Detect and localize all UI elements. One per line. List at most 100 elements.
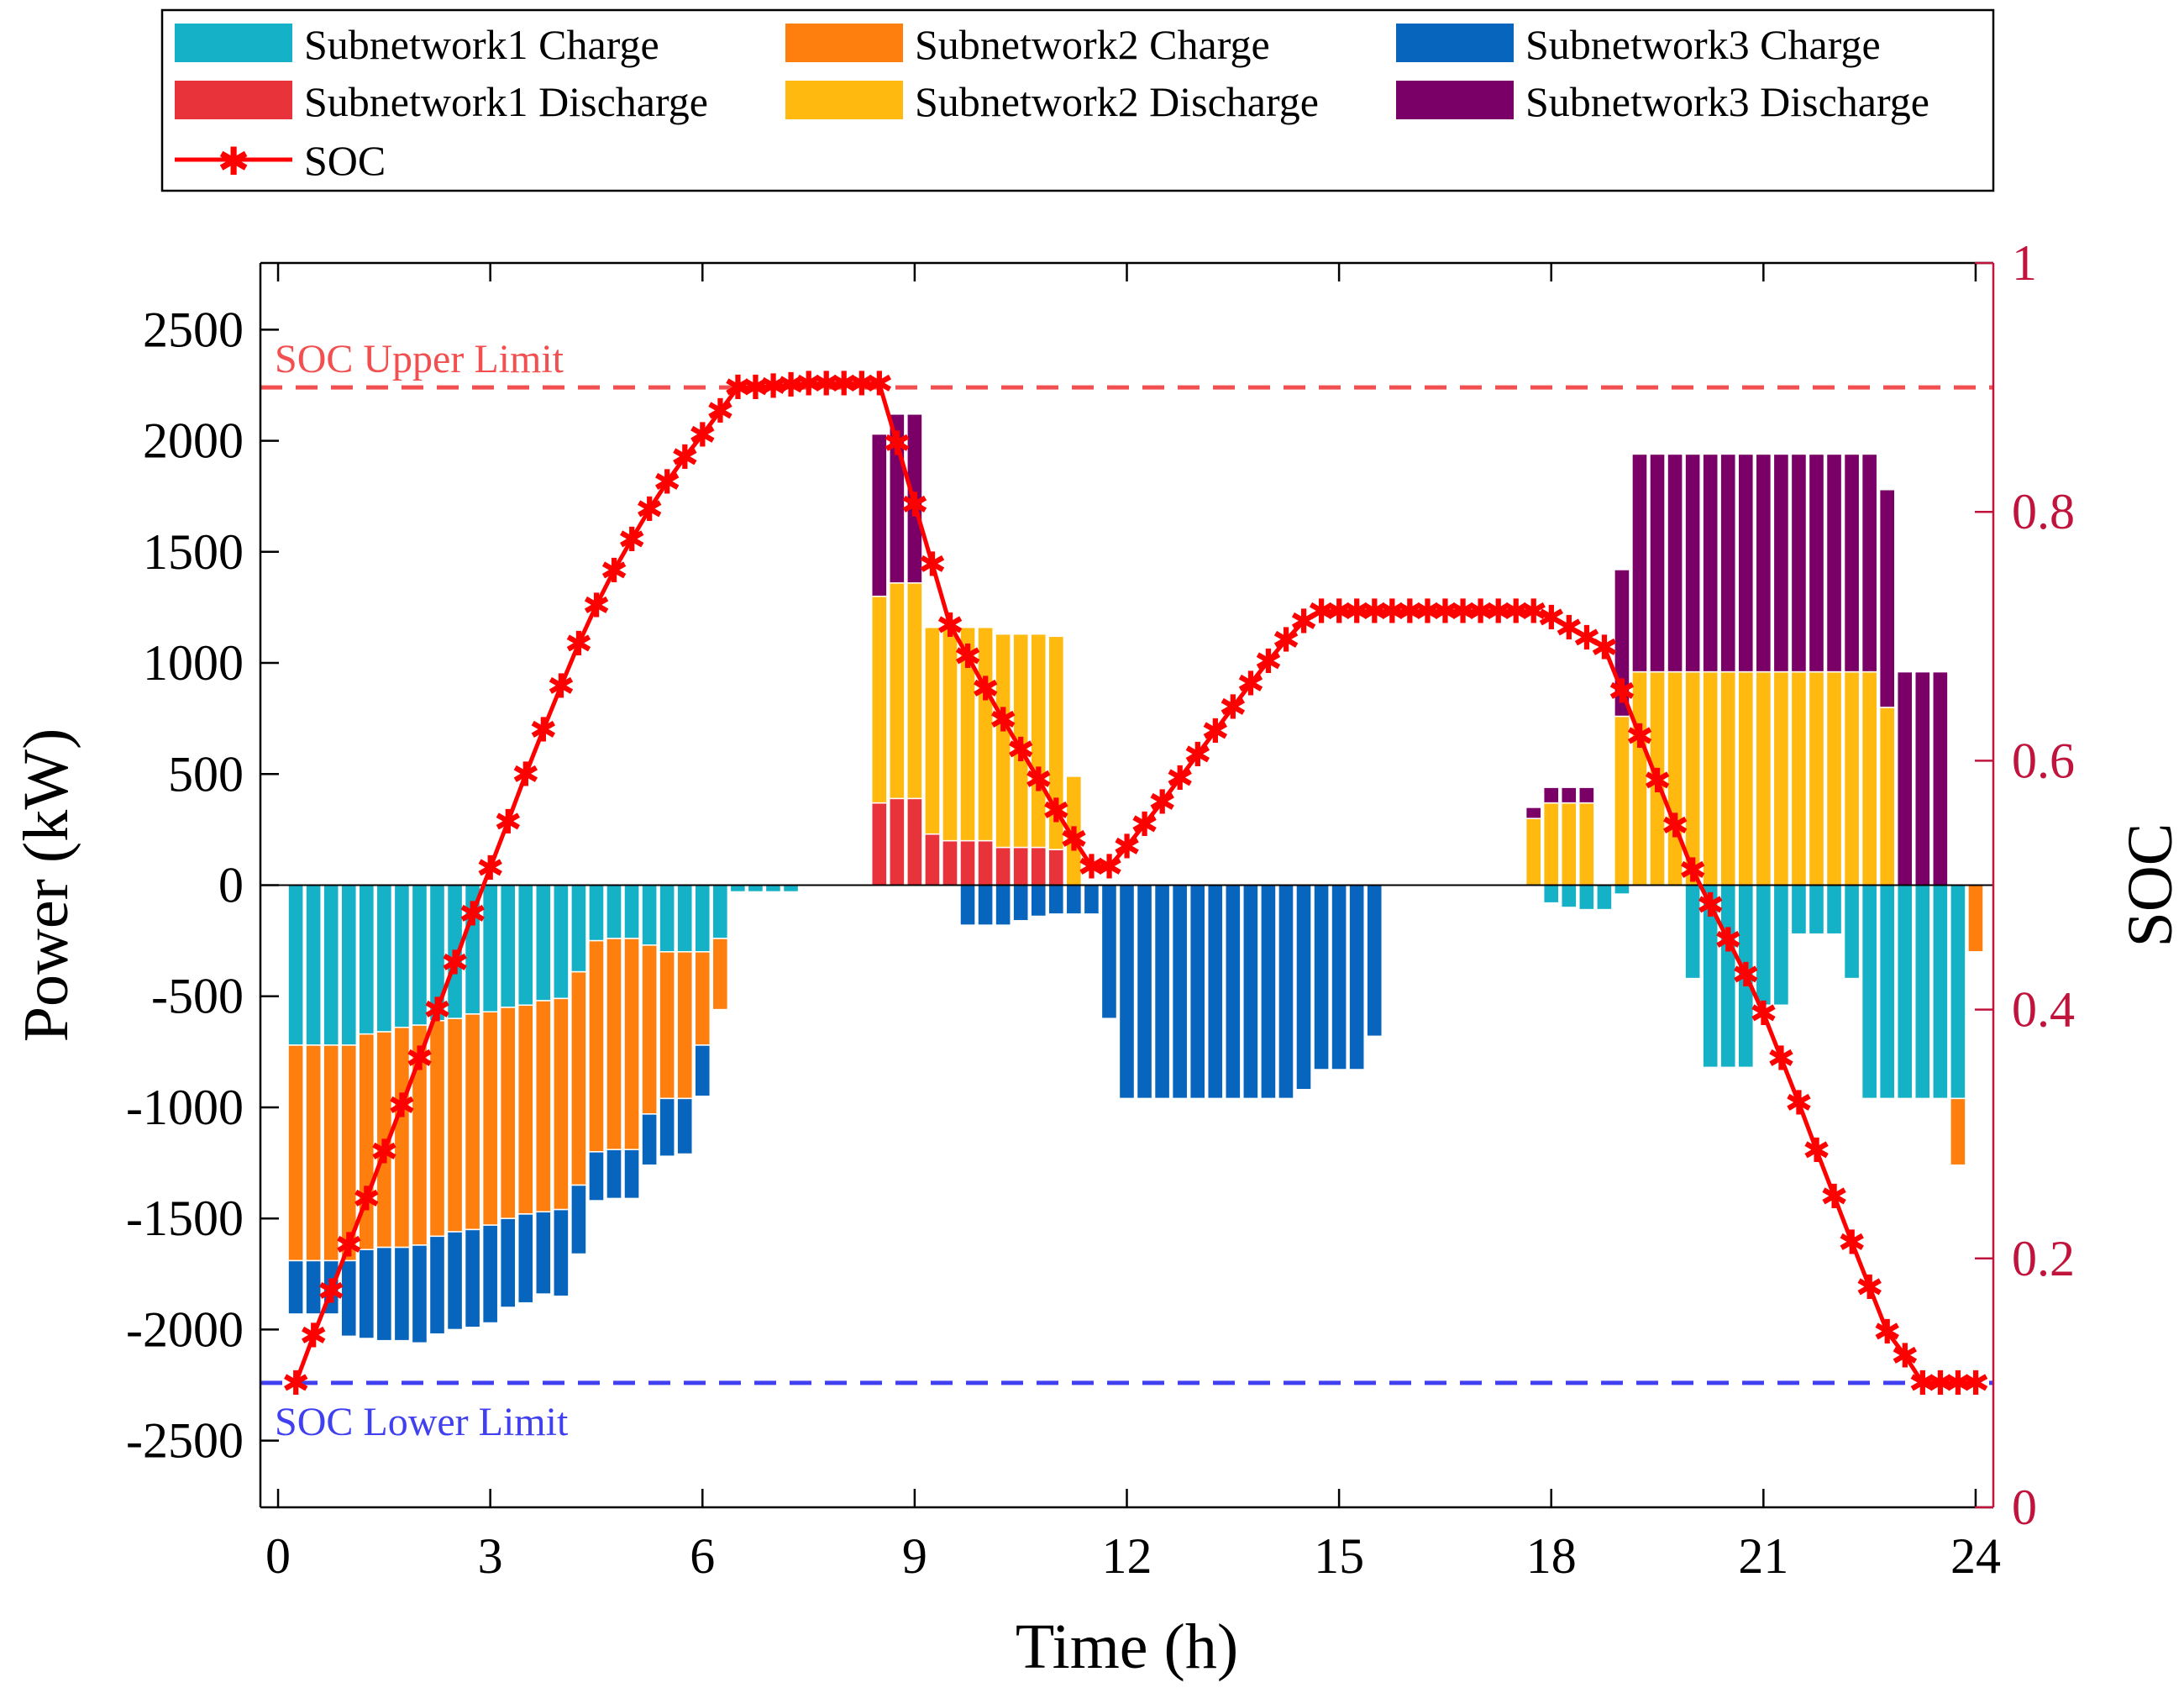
y-tick-label: 0 [218, 858, 244, 913]
soc-point: ✱ [1572, 619, 1601, 658]
legend-swatch-s1d [175, 81, 292, 119]
soc-point: ✱ [1750, 995, 1778, 1033]
bar-s2-charge [535, 1000, 552, 1213]
bar-s3-discharge [1578, 786, 1595, 804]
soc-point: ✱ [1961, 1364, 1990, 1403]
legend-box [160, 8, 1995, 192]
soc-point: ✱ [1148, 783, 1177, 822]
bar-s1-charge [1843, 884, 1861, 980]
soc-point: ✱ [1166, 760, 1194, 798]
bar-s2-charge [499, 1007, 517, 1219]
bar-s2-discharge [1542, 802, 1560, 886]
soc-line [293, 381, 1976, 1385]
soc-point: ✱ [1467, 593, 1495, 632]
soc-point: ✱ [1360, 593, 1389, 632]
soc-point: ✱ [459, 896, 487, 934]
bar-s2-discharge [924, 626, 941, 835]
bar-s3-discharge [1755, 453, 1772, 673]
bar-s3-charge [1083, 884, 1100, 915]
soc-point: ✱ [670, 439, 699, 477]
bar-s1-charge [1950, 884, 1966, 1100]
soc-point: ✱ [1219, 689, 1247, 728]
bar-s1-charge [375, 884, 393, 1033]
bar-s3-charge [1065, 884, 1083, 915]
bar-s1-charge [764, 884, 782, 893]
bar-s3-discharge [1649, 453, 1666, 673]
y-tick-label: 1000 [143, 635, 244, 691]
bar-s3-discharge [1808, 453, 1825, 673]
soc-point: ✱ [653, 464, 681, 502]
bar-s3-discharge [870, 433, 888, 597]
bar-s3-discharge [1878, 489, 1896, 708]
soc-point: ✱ [1537, 599, 1566, 638]
legend-swatch-s3d [1396, 81, 1514, 119]
bar-s1-discharge [1030, 846, 1047, 886]
bar-s2-charge [305, 1044, 322, 1262]
soc-point: ✱ [1767, 1039, 1796, 1078]
bar-s3-charge [1313, 884, 1330, 1070]
bar-s3-discharge [1631, 453, 1648, 673]
bar-s1-charge [340, 884, 358, 1046]
bar-s1-charge [1808, 884, 1825, 935]
bar-s2-charge [641, 944, 658, 1115]
x-tick-label: 21 [1738, 1528, 1788, 1584]
bar-s2-charge [1950, 1097, 1966, 1166]
soc-point: ✱ [441, 944, 470, 982]
bar-s3-charge [1189, 884, 1206, 1100]
x-tick-label: 9 [902, 1528, 927, 1584]
soc-point: ✱ [1785, 1085, 1814, 1123]
x-tick-label: 15 [1314, 1528, 1364, 1584]
x-axis-label: Time (h) [1016, 1612, 1238, 1682]
soc-point: ✱ [724, 369, 753, 407]
soc-point: ✱ [1590, 629, 1619, 668]
bar-s1-charge [694, 884, 711, 953]
bar-s3-discharge [1772, 453, 1790, 673]
soc-point: ✱ [706, 392, 735, 431]
bar-s2-discharge [1790, 670, 1808, 886]
soc-point: ✱ [370, 1133, 399, 1171]
x-tick-label: 12 [1102, 1528, 1152, 1584]
bar-s2-charge [446, 1017, 464, 1233]
bar-s3-charge [641, 1113, 658, 1166]
soc-point: ✱ [1678, 852, 1707, 891]
y-tick-label: 1500 [143, 524, 244, 580]
soc-point: ✱ [334, 1227, 363, 1265]
bar-s3-charge [1047, 884, 1065, 915]
bar-s2-charge [570, 970, 587, 1186]
soc-point: ✱ [1449, 593, 1478, 632]
bar-s3-charge [1012, 884, 1029, 922]
soc-limit-lines: SOC Upper Limit SOC Lower Limit [260, 337, 1993, 1444]
soc-point: ✱ [1714, 922, 1742, 960]
soc-point: ✱ [1414, 593, 1442, 632]
bar-s3-charge [481, 1224, 499, 1324]
bar-s3-charge [535, 1211, 552, 1295]
bar-s2-charge [464, 1013, 481, 1231]
bar-s1-charge [1932, 884, 1949, 1100]
bar-s3-charge [694, 1044, 711, 1097]
soc-point: ✱ [883, 425, 911, 464]
y2-tick-label: 0.6 [2012, 733, 2075, 788]
soc-point: ✱ [1131, 806, 1159, 844]
soc-point: ✱ [742, 369, 770, 407]
legend-swatch-s1c [175, 24, 292, 62]
y-tick-label: -1000 [126, 1080, 244, 1135]
bar-s1-charge [1896, 884, 1914, 1100]
soc-point: ✱ [1502, 593, 1530, 632]
bar-s1-charge [358, 884, 375, 1035]
soc-point: ✱ [512, 756, 540, 795]
x-tick-label: 0 [265, 1528, 291, 1584]
legend-label-s1c: Subnetwork1 Charge [304, 21, 659, 68]
bar-s1-charge [535, 884, 552, 1002]
soc-point: ✱ [1272, 622, 1300, 660]
soc-point: ✱ [582, 586, 611, 625]
legend-swatch-s2c [785, 24, 903, 62]
bar-s1-discharge [924, 833, 941, 886]
y-axis-label: Power (kW) [11, 728, 81, 1043]
bar-s2-charge [588, 939, 605, 1153]
bar-s3-discharge [1542, 786, 1560, 804]
bar-s1-charge [305, 884, 322, 1046]
bar-s2-charge [694, 951, 711, 1046]
soc-point: ✱ [353, 1180, 381, 1219]
bar-s2-discharge [1719, 670, 1737, 886]
bar-s3-charge [588, 1151, 605, 1201]
